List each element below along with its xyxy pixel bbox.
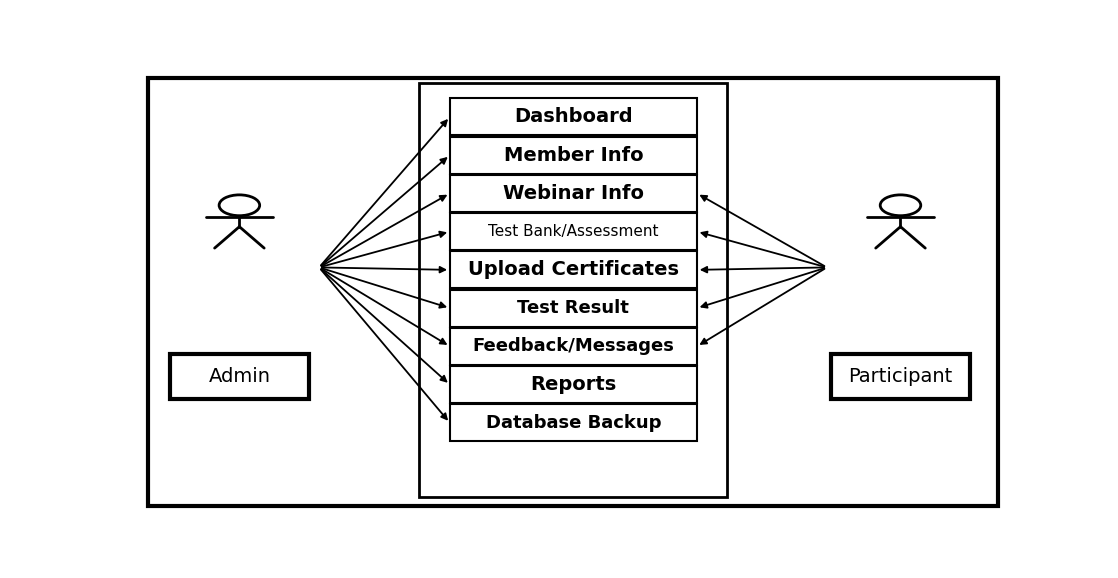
Bar: [449, 366, 697, 403]
Text: Feedback/Messages: Feedback/Messages: [473, 338, 674, 355]
Bar: [449, 405, 697, 442]
Text: Admin: Admin: [208, 367, 271, 386]
Text: Test Result: Test Result: [518, 299, 629, 317]
Bar: [449, 98, 697, 135]
Bar: [449, 290, 697, 327]
Circle shape: [219, 195, 259, 216]
Text: Reports: Reports: [530, 375, 616, 394]
Text: Test Bank/Assessment: Test Bank/Assessment: [489, 224, 659, 239]
Text: Webinar Info: Webinar Info: [503, 184, 644, 203]
Bar: [831, 354, 969, 399]
Bar: [449, 328, 697, 365]
Bar: [449, 251, 697, 288]
Bar: [419, 83, 727, 497]
Circle shape: [880, 195, 921, 216]
Text: Participant: Participant: [849, 367, 953, 386]
Text: Database Backup: Database Backup: [485, 414, 661, 432]
Bar: [449, 175, 697, 212]
Text: Dashboard: Dashboard: [514, 108, 633, 126]
Bar: [170, 354, 309, 399]
Text: Member Info: Member Info: [503, 146, 643, 165]
Bar: [449, 213, 697, 250]
Text: Upload Certificates: Upload Certificates: [468, 260, 679, 279]
Bar: [449, 136, 697, 173]
